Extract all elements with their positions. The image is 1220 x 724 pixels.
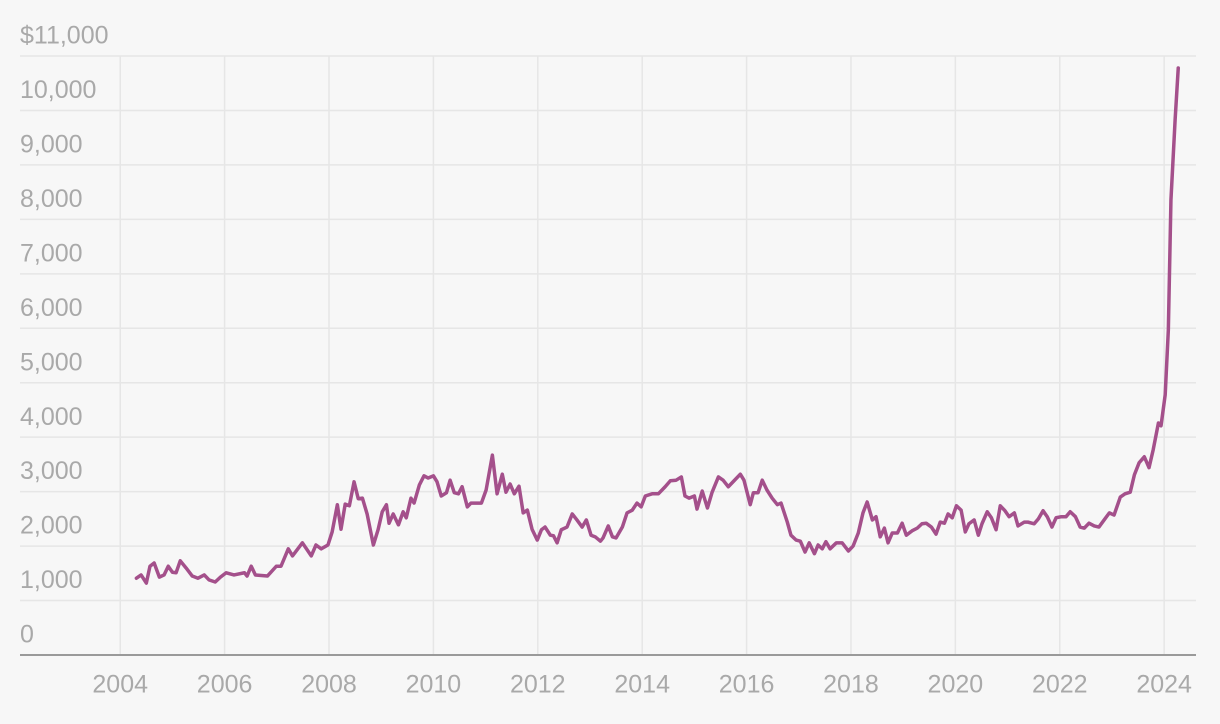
y-tick-label: 3,000 (20, 457, 83, 485)
y-tick-label: 9,000 (20, 131, 83, 159)
y-tick-label: 4,000 (20, 403, 83, 431)
x-tick-label: 2016 (719, 671, 775, 699)
x-tick-label: 2004 (92, 671, 148, 699)
y-tick-label: 8,000 (20, 185, 83, 213)
y-tick-label: 1,000 (20, 566, 83, 594)
x-tick-label: 2022 (1032, 671, 1088, 699)
x-tick-label: 2010 (406, 671, 462, 699)
y-tick-label: 2,000 (20, 512, 83, 540)
x-tick-label: 2006 (197, 671, 253, 699)
x-tick-label: 2020 (928, 671, 984, 699)
y-tick-label: 5,000 (20, 348, 83, 376)
y-tick-label: 0 (20, 621, 34, 649)
x-tick-label: 2012 (510, 671, 566, 699)
y-tick-label: 6,000 (20, 294, 83, 322)
price-line (134, 66, 1180, 585)
y-tick-label: $11,000 (20, 22, 109, 50)
x-tick-label: 2024 (1136, 671, 1192, 699)
x-tick-label: 2018 (823, 671, 879, 699)
y-tick-label: 10,000 (20, 76, 96, 104)
x-tick-label: 2014 (614, 671, 670, 699)
y-tick-label: 7,000 (20, 239, 83, 267)
x-tick-label: 2008 (301, 671, 357, 699)
